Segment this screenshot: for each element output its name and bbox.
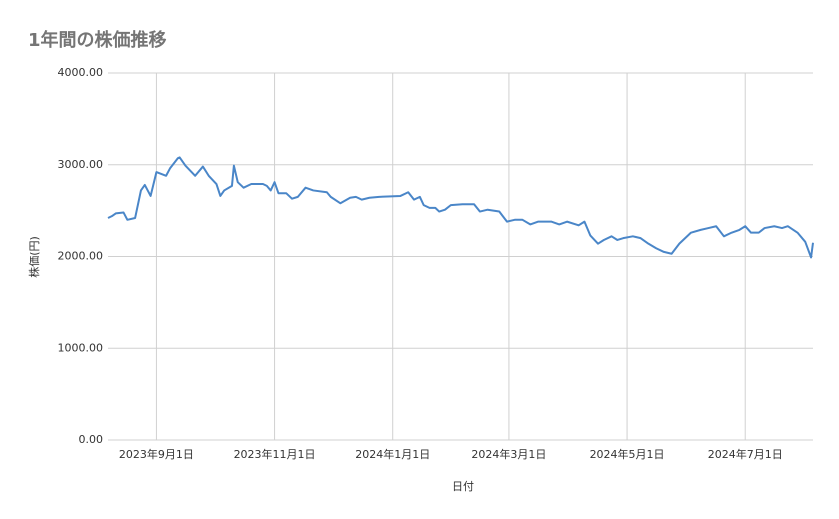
data-line <box>107 156 814 259</box>
y-tick-label: 1000.00 <box>58 341 104 354</box>
y-tick-label: 0.00 <box>79 433 104 446</box>
x-tick-label: 2024年7月1日 <box>708 447 783 461</box>
x-tick-label: 2023年11月1日 <box>234 447 316 461</box>
y-axis-title: 株価(円) <box>27 236 41 278</box>
x-tick-label: 2023年9月1日 <box>119 447 194 461</box>
chart-title: 1年間の株価推移 <box>28 29 167 51</box>
y-tick-label: 4000.00 <box>58 66 104 79</box>
x-tick-label: 2024年3月1日 <box>471 447 546 461</box>
x-tick-label: 2024年1月1日 <box>355 447 430 461</box>
y-tick-label: 2000.00 <box>58 250 104 263</box>
x-axis-title: 日付 <box>452 480 474 493</box>
x-tick-label: 2024年5月1日 <box>590 447 665 461</box>
y-tick-label: 3000.00 <box>58 158 104 171</box>
